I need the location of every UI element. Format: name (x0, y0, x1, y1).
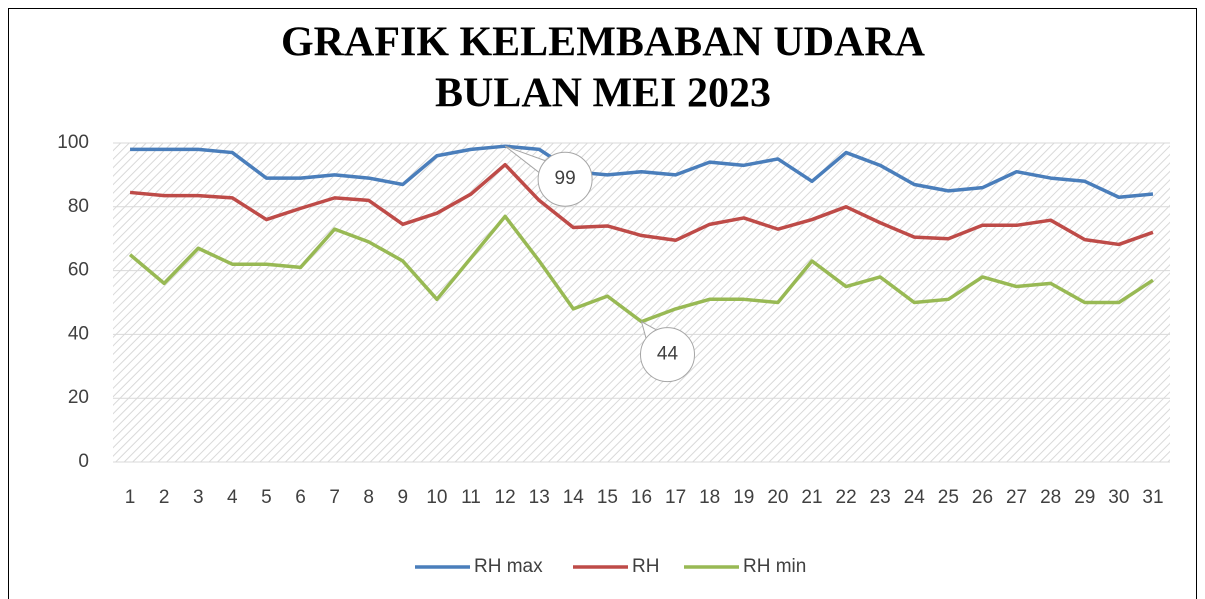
x-tick-label: 26 (972, 487, 993, 508)
data-label: 44 (657, 344, 679, 365)
plot-area (113, 143, 1170, 462)
x-tick-label: 15 (597, 487, 618, 508)
y-tick-label: 20 (68, 387, 89, 408)
legend-label: RH (632, 556, 659, 577)
y-tick-label: 0 (78, 451, 89, 472)
x-tick-label: 19 (733, 487, 754, 508)
chart-title: GRAFIK KELEMBABAN UDARA (281, 20, 926, 66)
legend-label: RH max (474, 556, 543, 577)
x-tick-label: 22 (836, 487, 857, 508)
callout-bubble (537, 151, 593, 207)
data-label: 99 (555, 168, 576, 189)
callout-pointer (640, 320, 657, 339)
x-tick-label: 25 (938, 487, 959, 508)
y-tick-label: 80 (68, 196, 89, 217)
x-tick-label: 6 (295, 487, 306, 508)
x-tick-label: 8 (363, 487, 374, 508)
x-tick-label: 13 (529, 487, 550, 508)
y-tick-label: 40 (68, 323, 89, 344)
x-tick-label: 27 (1006, 487, 1027, 508)
x-tick-label: 24 (904, 487, 926, 508)
x-tick-label: 7 (329, 487, 340, 508)
x-tick-label: 10 (426, 487, 447, 508)
y-tick-label: 100 (57, 132, 89, 153)
x-tick-label: 2 (159, 487, 170, 508)
x-tick-label: 5 (261, 487, 272, 508)
x-tick-label: 9 (398, 487, 409, 508)
callout-bubble (640, 327, 695, 383)
x-tick-label: 16 (631, 487, 652, 508)
x-tick-label: 20 (767, 487, 788, 508)
x-tick-label: 30 (1108, 487, 1129, 508)
series-line (130, 144, 1154, 199)
callout-pointer (504, 145, 546, 173)
x-tick-label: 31 (1142, 487, 1163, 508)
legend-label: RH min (743, 556, 806, 577)
x-tick-label: 4 (227, 487, 238, 508)
chart-border (8, 8, 1197, 599)
x-tick-label: 21 (801, 487, 822, 508)
x-tick-label: 18 (699, 487, 720, 508)
x-tick-label: 29 (1074, 487, 1095, 508)
x-tick-label: 3 (193, 487, 204, 508)
series-line (129, 162, 1154, 247)
x-tick-label: 28 (1040, 487, 1061, 508)
x-tick-label: 23 (870, 487, 891, 508)
chart-title: BULAN MEI 2023 (435, 71, 771, 117)
x-tick-label: 12 (495, 487, 516, 508)
x-tick-label: 14 (563, 487, 585, 508)
x-tick-label: 1 (125, 487, 136, 508)
x-tick-label: 17 (665, 487, 686, 508)
x-tick-label: 11 (461, 487, 481, 508)
y-tick-label: 60 (68, 260, 89, 281)
